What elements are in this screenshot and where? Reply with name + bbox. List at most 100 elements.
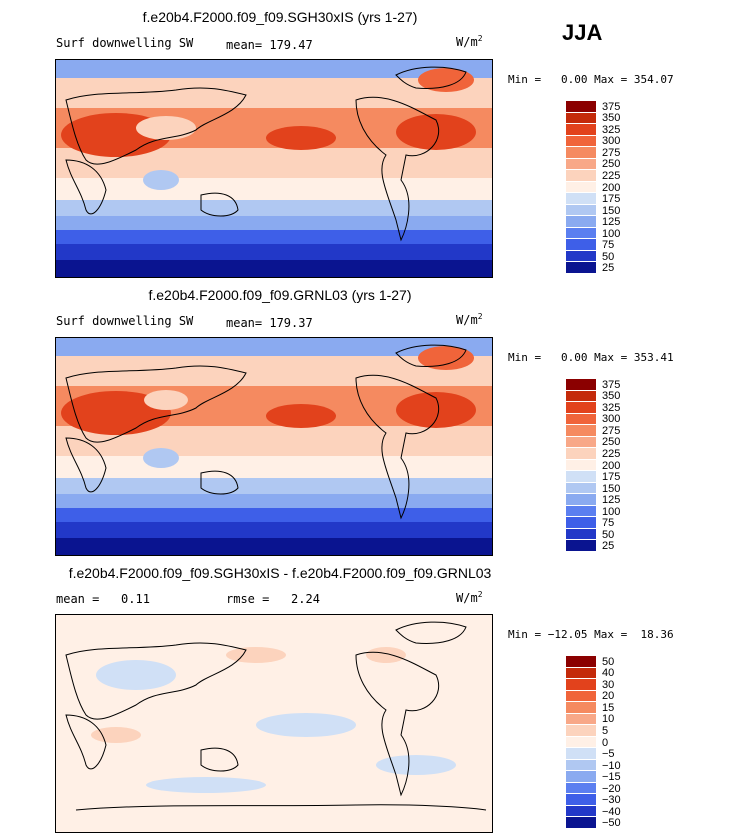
colorbar-swatch <box>566 147 596 159</box>
colorbar-swatch <box>566 782 596 795</box>
panel-2-map <box>55 337 493 556</box>
colorbar-label: 75 <box>602 517 615 530</box>
panel-3-minmax: Min = −12.05 Max = 18.36 <box>508 628 674 641</box>
colorbar-swatch <box>566 528 596 541</box>
colorbar-swatch <box>566 112 596 125</box>
colorbar-swatch <box>566 170 596 182</box>
colorbar-swatch <box>566 690 596 703</box>
colorbar-label: 150 <box>602 204 621 217</box>
panel-1-variable: Surf downwelling SW <box>56 36 194 50</box>
panel-2-units: W/m2 <box>456 312 483 327</box>
colorbar-swatch <box>566 725 596 737</box>
colorbar-swatch <box>566 759 596 772</box>
colorbar-label: −15 <box>602 771 621 784</box>
panel-3-rmse: rmse = 2.24 <box>226 592 320 606</box>
colorbar-label: 30 <box>602 678 615 691</box>
colorbar-swatch <box>566 227 596 240</box>
colorbar-swatch <box>566 540 596 552</box>
colorbar-swatch <box>566 713 596 726</box>
colorbar-swatch <box>566 517 596 529</box>
colorbar-swatch <box>566 250 596 263</box>
colorbar-label: 175 <box>602 193 621 206</box>
panel-2-minmax: Min = 0.00 Max = 353.41 <box>508 351 674 364</box>
colorbar-label: 250 <box>602 158 621 171</box>
colorbar-label: 350 <box>602 390 621 403</box>
colorbar-label: 175 <box>602 471 621 484</box>
colorbar-swatch <box>566 390 596 403</box>
colorbar-label: −30 <box>602 794 621 807</box>
colorbar-swatch <box>566 239 596 251</box>
colorbar-swatch <box>566 702 596 714</box>
colorbar-swatch <box>566 379 596 391</box>
colorbar-swatch <box>566 216 596 228</box>
colorbar-swatch <box>566 425 596 437</box>
season-label: JJA <box>562 20 603 45</box>
colorbar-swatch <box>566 817 596 829</box>
colorbar-swatch <box>566 505 596 518</box>
colorbar-label: 150 <box>602 482 621 495</box>
colorbar-swatch <box>566 736 596 749</box>
colorbar-swatch <box>566 413 596 426</box>
colorbar-swatch <box>566 471 596 483</box>
colorbar-label: −50 <box>602 817 621 830</box>
colorbar-label: 5 <box>602 724 609 737</box>
colorbar-label: −40 <box>602 805 621 818</box>
panel-1-mean: mean= 179.47 <box>226 38 313 52</box>
colorbar-swatch <box>566 181 596 194</box>
colorbar-swatch <box>566 679 596 691</box>
colorbar-swatch <box>566 402 596 414</box>
colorbar-label: 50 <box>602 528 615 541</box>
colorbar-label: 40 <box>602 667 615 680</box>
panel-1-map <box>55 59 493 278</box>
colorbar-swatch <box>566 101 596 113</box>
panel-1-title: f.e20b4.F2000.f09_f09.SGH30xIS (yrs 1-27… <box>142 9 418 25</box>
colorbar-label: 275 <box>602 424 621 437</box>
panel-1-minmax: Min = 0.00 Max = 354.07 <box>508 73 674 86</box>
colorbar-label: 325 <box>602 123 621 136</box>
colorbar-label: 20 <box>602 690 615 703</box>
colorbar-label: 25 <box>602 540 615 553</box>
colorbar-swatch <box>566 748 596 760</box>
colorbar-swatch <box>566 667 596 680</box>
colorbar-label: −20 <box>602 782 621 795</box>
colorbar-label: 325 <box>602 401 621 414</box>
colorbar-swatch <box>566 771 596 783</box>
colorbar-label: 10 <box>602 713 615 726</box>
colorbar-label: 300 <box>602 413 621 426</box>
panel-3-map <box>55 614 493 833</box>
colorbar-label: 375 <box>602 100 621 113</box>
colorbar-label: 100 <box>602 227 621 240</box>
colorbar-swatch <box>566 459 596 472</box>
colorbar-label: 15 <box>602 701 615 714</box>
colorbar-label: 250 <box>602 436 621 449</box>
colorbar-swatch <box>566 494 596 506</box>
colorbar-label: 200 <box>602 459 621 472</box>
colorbar-swatch <box>566 436 596 449</box>
colorbar-swatch <box>566 158 596 171</box>
colorbar-label: 225 <box>602 169 621 182</box>
colorbar-label: 225 <box>602 447 621 460</box>
colorbar-label: 0 <box>602 736 609 749</box>
colorbar-label: 350 <box>602 112 621 125</box>
colorbar-swatch <box>566 204 596 217</box>
panel-2-colorbar: 375 350 325 300 275 250 225 200 175 150 125 100 75 50… <box>566 379 620 552</box>
panel-2-variable: Surf downwelling SW <box>56 314 194 328</box>
panel-3-title: f.e20b4.F2000.f09_f09.SGH30xIS - f.e20b4… <box>68 565 492 581</box>
colorbar-swatch <box>566 124 596 136</box>
colorbar-swatch <box>566 805 596 818</box>
panel-1-colorbar: 375 350 325 300 275 250 225 200 175 150 125 100 75 50… <box>566 101 620 274</box>
colorbar-label: 375 <box>602 378 621 391</box>
colorbar-label: 275 <box>602 146 621 159</box>
colorbar-label: −10 <box>602 759 621 772</box>
colorbar-label: 200 <box>602 181 621 194</box>
colorbar-label: 25 <box>602 262 615 275</box>
panel-2-title: f.e20b4.F2000.f09_f09.GRNL03 (yrs 1-27) <box>148 287 412 303</box>
colorbar-label: 100 <box>602 505 621 518</box>
colorbar-label: 300 <box>602 135 621 148</box>
colorbar-label: 50 <box>602 655 615 668</box>
panel-2-mean: mean= 179.37 <box>226 316 313 330</box>
colorbar-swatch <box>566 656 596 668</box>
colorbar-label: 50 <box>602 250 615 263</box>
colorbar-label: −5 <box>602 748 615 761</box>
colorbar-swatch <box>566 193 596 205</box>
